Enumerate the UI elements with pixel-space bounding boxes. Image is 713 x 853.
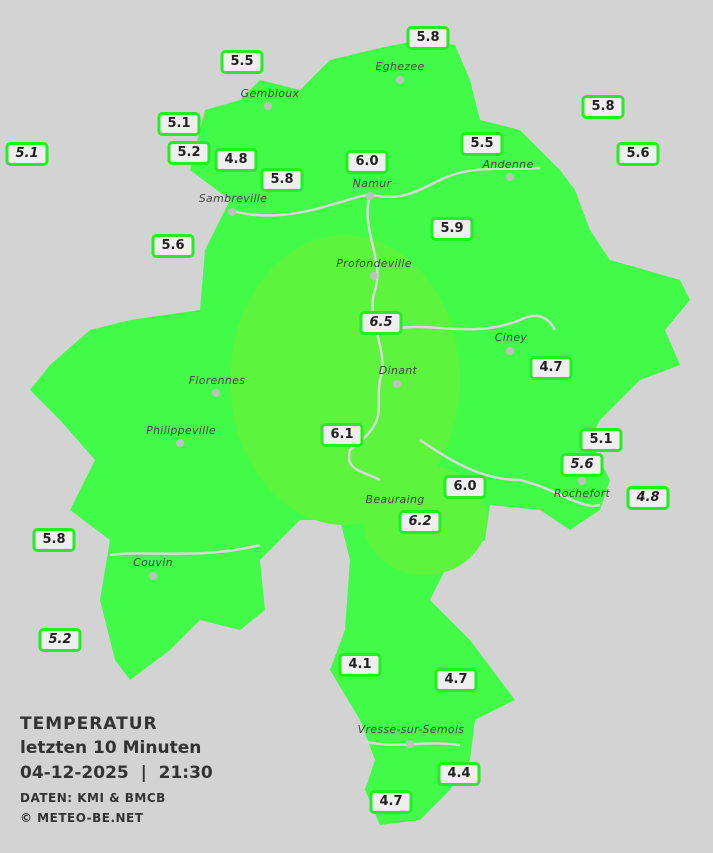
town-label: Gembloux (240, 87, 300, 100)
station-temperature[interactable]: 4.4 (437, 762, 481, 786)
river-viroin (109, 543, 261, 557)
town-label: Dinant (378, 364, 418, 377)
station-temperature[interactable]: 6.1 (320, 423, 364, 447)
station-temperature[interactable]: 5.8 (260, 168, 304, 192)
town-label: Ciney (494, 331, 528, 344)
station-temperature[interactable]: 4.7 (529, 356, 573, 380)
station-temperature[interactable]: 5.1 (5, 142, 49, 166)
legend-title: TEMPERATUR (20, 714, 158, 734)
town-dot (228, 208, 236, 216)
legend-source: DATEN: KMI & BMCB (20, 791, 166, 805)
river-meuse (347, 194, 384, 482)
town-dot (264, 102, 272, 110)
station-temperature[interactable]: 5.6 (151, 234, 195, 258)
town-dot (578, 477, 586, 485)
station-temperature[interactable]: 5.6 (616, 142, 660, 166)
river-lesse (389, 314, 557, 332)
station-temperature[interactable]: 5.9 (430, 217, 474, 241)
town-dot (149, 572, 157, 580)
town-label: Vresse-sur-Semois (357, 723, 465, 736)
town-dot (366, 192, 374, 200)
town-dot (506, 347, 514, 355)
river-lesse-south (419, 438, 601, 508)
town-label: Profondeville (336, 257, 412, 270)
town-dot (396, 76, 404, 84)
town-label: Eghezee (375, 60, 425, 73)
station-temperature[interactable]: 6.2 (398, 510, 442, 534)
station-temperature[interactable]: 5.1 (579, 428, 623, 452)
station-temperature[interactable]: 4.7 (369, 790, 413, 814)
town-label: Namur (352, 177, 392, 190)
town-label: Florennes (188, 374, 246, 387)
station-temperature[interactable]: 5.2 (38, 628, 82, 652)
station-temperature[interactable]: 5.1 (157, 112, 201, 136)
station-temperature[interactable]: 4.1 (338, 653, 382, 677)
town-label: Andenne (482, 158, 534, 171)
legend: TEMPERATUR letzten 10 Minuten 04-12-2025… (20, 712, 213, 828)
town-label: Couvin (133, 556, 173, 569)
station-temperature[interactable]: 5.5 (460, 132, 504, 156)
station-temperature[interactable]: 5.6 (560, 453, 604, 477)
station-temperature[interactable]: 6.0 (443, 475, 487, 499)
town-dot (212, 389, 220, 397)
legend-datetime: 04-12-2025 | 21:30 (20, 763, 213, 783)
station-temperature[interactable]: 6.5 (359, 311, 403, 335)
station-temperature[interactable]: 4.8 (214, 148, 258, 172)
town-dot (406, 740, 414, 748)
station-temperature[interactable]: 4.7 (434, 668, 478, 692)
station-temperature[interactable]: 5.8 (581, 95, 625, 119)
town-dot (370, 272, 378, 280)
station-temperature[interactable]: 4.8 (626, 486, 670, 510)
station-temperature[interactable]: 5.8 (406, 26, 450, 50)
legend-copyright: © METEO-BE.NET (20, 811, 144, 825)
town-label: Beauraing (365, 493, 425, 506)
town-dot (393, 380, 401, 388)
town-dot (176, 439, 184, 447)
town-label: Philippeville (146, 424, 216, 437)
warm-zone (230, 235, 460, 525)
station-temperature[interactable]: 5.8 (32, 528, 76, 552)
station-temperature[interactable]: 5.5 (220, 50, 264, 74)
station-temperature[interactable]: 5.2 (167, 141, 211, 165)
legend-period: letzten 10 Minuten (20, 738, 202, 758)
town-dot (506, 173, 514, 181)
station-temperature[interactable]: 6.0 (345, 150, 389, 174)
town-label: Rochefort (553, 487, 611, 500)
town-label: Sambreville (198, 192, 268, 205)
